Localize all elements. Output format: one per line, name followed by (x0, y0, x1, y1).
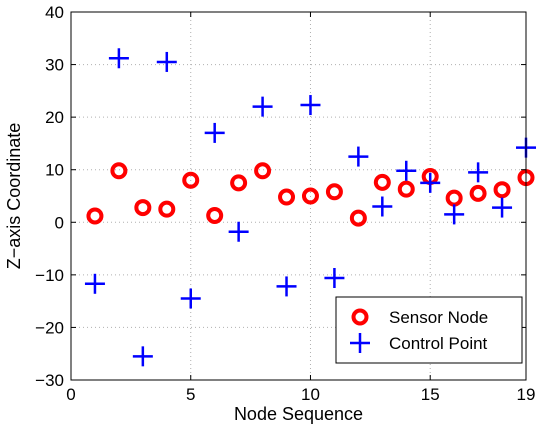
y-tick-label: 30 (45, 56, 64, 75)
y-tick-label: −30 (35, 371, 64, 390)
x-tick-label: 15 (421, 385, 440, 404)
legend: Sensor Node Control Point (335, 296, 523, 364)
control-point-point (276, 276, 297, 297)
control-point-point (132, 346, 153, 367)
sensor-node-point (134, 199, 152, 217)
control-point-point (156, 51, 177, 72)
y-axis-label: Z−axis Coordinate (4, 123, 24, 270)
control-point-point (204, 122, 225, 143)
control-point-point (348, 146, 369, 167)
control-point-point (396, 160, 417, 181)
control-point-point (372, 196, 393, 217)
control-point-point (468, 162, 489, 183)
sensor-node-point (397, 180, 415, 198)
sensor-node-point (373, 173, 391, 191)
control-point-point (444, 204, 465, 225)
y-tick-label: −20 (35, 318, 64, 337)
sensor-node-point (278, 188, 296, 206)
sensor-node-point (349, 209, 367, 227)
x-tick-label: 5 (186, 385, 195, 404)
sensor-node-point (254, 162, 272, 180)
control-point-point (252, 96, 273, 117)
y-tick-label: 40 (45, 3, 64, 22)
sensor-node-point (158, 200, 176, 218)
legend-marker-sensor-node (351, 308, 369, 326)
y-tick-label: 20 (45, 108, 64, 127)
x-tick-label: 10 (301, 385, 320, 404)
control-point-point (228, 221, 249, 242)
sensor-node-point (86, 207, 104, 225)
control-point-point (108, 48, 129, 69)
sensor-node-point (469, 184, 487, 202)
axis-ticks: 0 5 10 15 19 −30 −20 −10 0 10 20 30 40 (35, 3, 535, 404)
sensor-node-point (110, 162, 128, 180)
sensor-node-point (325, 183, 343, 201)
x-tick-label: 19 (517, 385, 536, 404)
legend-box (335, 296, 523, 364)
sensor-node-point (206, 206, 224, 224)
grid (71, 12, 526, 380)
control-point-point (84, 273, 105, 294)
legend-marker-control-point (350, 333, 370, 353)
data-series (84, 48, 536, 367)
control-point-point (492, 197, 513, 218)
sensor-node-point (230, 174, 248, 192)
y-tick-label: 0 (55, 213, 64, 232)
control-point-point (180, 288, 201, 309)
sensor-node-point (493, 181, 511, 199)
legend-label-sensor-node: Sensor Node (389, 308, 488, 327)
sensor-node-point (182, 171, 200, 189)
control-point-point (324, 268, 345, 289)
y-tick-label: 10 (45, 161, 64, 180)
control-point-point (420, 172, 441, 193)
control-point-point (300, 95, 321, 116)
plot-frame (70, 11, 527, 381)
x-axis-label: Node Sequence (234, 404, 363, 424)
legend-label-control-point: Control Point (389, 334, 488, 353)
x-tick-label: 0 (66, 385, 75, 404)
sensor-node-point (301, 187, 319, 205)
y-tick-label: −10 (35, 266, 64, 285)
